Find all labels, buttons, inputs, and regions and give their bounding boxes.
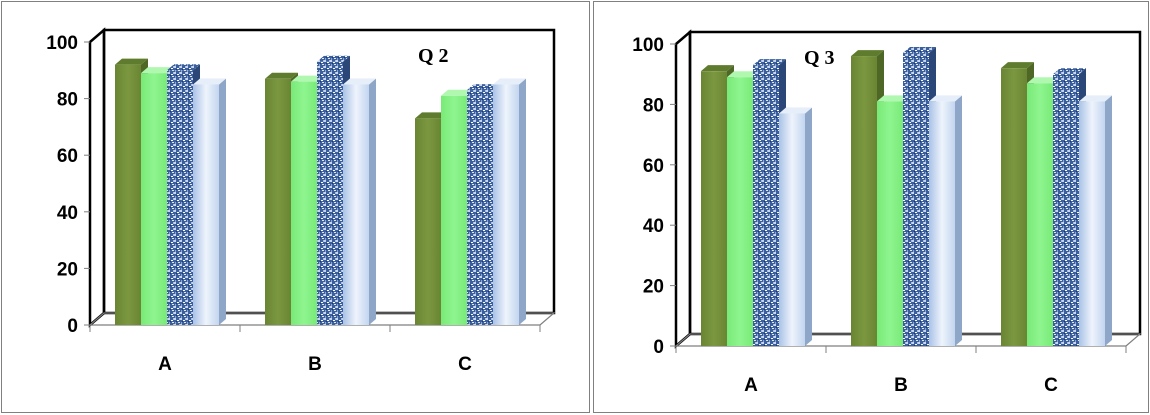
bar [265, 78, 291, 325]
plot-left-wall [88, 27, 106, 328]
bar [727, 77, 753, 346]
bar [1001, 68, 1027, 346]
y-tick-label: 100 [46, 33, 78, 54]
bar-top [415, 112, 448, 119]
bar-top [701, 65, 734, 72]
bar-top [317, 55, 350, 62]
bar [1079, 101, 1105, 346]
y-tick-label: 60 [643, 156, 664, 177]
bar [167, 70, 193, 325]
bar-top [727, 71, 760, 78]
bar [779, 113, 805, 347]
bar-top [1001, 62, 1034, 69]
bar-top [441, 89, 474, 96]
category-label: A [158, 354, 172, 375]
bar-top [929, 95, 962, 102]
chart-title: Q 2 [418, 45, 449, 67]
bar-top [903, 47, 936, 54]
bar [753, 65, 779, 346]
y-tick-label: 40 [57, 203, 78, 224]
bar [929, 101, 955, 346]
category-label: C [458, 354, 472, 375]
bar-top [167, 64, 200, 71]
y-tick-label: 20 [57, 259, 78, 280]
bar-top [493, 78, 526, 85]
category-label: B [894, 375, 908, 396]
bar-side [219, 78, 226, 325]
y-tick-label: 80 [57, 90, 78, 111]
bar [415, 118, 441, 325]
bar [441, 95, 467, 326]
y-tick-label: 80 [643, 95, 664, 116]
bar [291, 81, 317, 326]
bar [141, 73, 167, 325]
bar-side [369, 78, 376, 325]
plot-left-wall [674, 29, 692, 349]
y-tick-label: 0 [653, 337, 664, 358]
bar-top [1053, 68, 1086, 75]
bar-top [343, 78, 376, 85]
bar-top [1079, 95, 1112, 102]
bar-side [519, 78, 526, 325]
y-tick-label: 60 [57, 146, 78, 167]
bar [1053, 74, 1079, 346]
y-tick-label: 0 [67, 316, 78, 337]
bar [903, 53, 929, 347]
bar [1027, 83, 1053, 346]
bar-top [193, 78, 226, 85]
bar-side [1105, 95, 1112, 346]
bar-top [265, 72, 298, 79]
bar [317, 61, 343, 326]
bar-top [877, 95, 910, 102]
category-label: B [308, 354, 322, 375]
bar-side [955, 95, 962, 346]
bar [877, 101, 903, 346]
y-tick-label: 100 [632, 35, 664, 56]
bar-top [851, 50, 884, 57]
bar [467, 90, 493, 325]
bar [851, 56, 877, 347]
bar [343, 84, 369, 325]
bar-top [291, 75, 324, 82]
bar-top [115, 58, 148, 65]
chart-title: Q 3 [804, 47, 835, 69]
bar-top [141, 67, 174, 74]
bar-top [753, 59, 786, 66]
y-tick-label: 20 [643, 277, 664, 298]
y-tick-label: 40 [643, 216, 664, 237]
bar [493, 84, 519, 325]
category-label: A [744, 375, 758, 396]
bar-side [805, 107, 812, 347]
bar [193, 84, 219, 325]
bar [701, 71, 727, 347]
bar-top [1027, 77, 1060, 84]
category-label: C [1044, 375, 1058, 396]
bar-top [467, 84, 500, 91]
bar-top [779, 107, 812, 114]
bar [115, 64, 141, 325]
